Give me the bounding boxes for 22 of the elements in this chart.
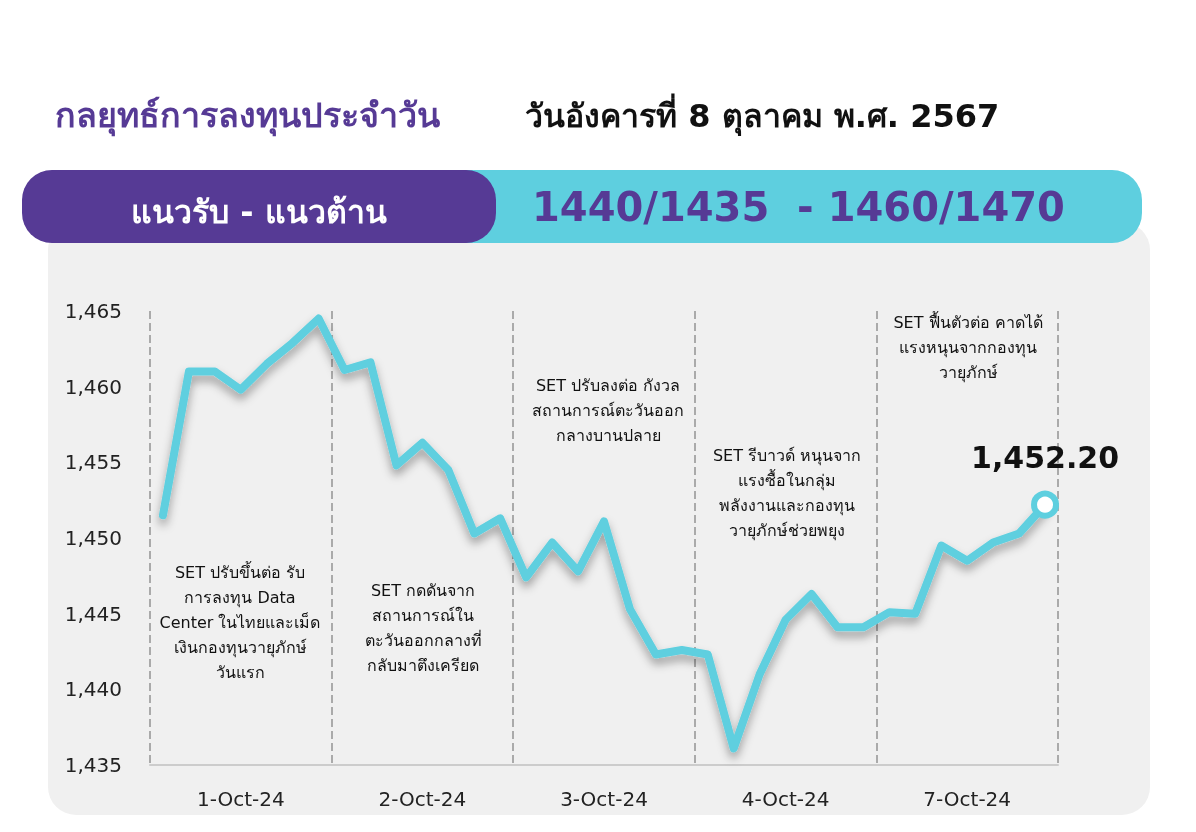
text: แนวรับ - แนวต้าน bbox=[130, 192, 388, 233]
x-tick-label: 7-Oct-24 bbox=[923, 787, 1012, 811]
x-tick-label: 2-Oct-24 bbox=[378, 787, 467, 811]
annotation: SET รีบาวด์ หนุนจาก แรงซื้อในกลุ่ม พลังงานและกองทุน วายุภักษ์ช่วยพยุง bbox=[712, 446, 862, 541]
x-tick-label: 4-Oct-24 bbox=[741, 787, 830, 811]
x-tick-label: 3-Oct-24 bbox=[560, 787, 648, 811]
text: 1440/1435 - 1460/1470 bbox=[532, 184, 1065, 230]
annotation: SET ฟื้นตัวต่อ คาดได้ แรงหนุนจากกองทุน วายุภักษ์ bbox=[893, 311, 1043, 383]
y-tick-label: 1,460 bbox=[64, 374, 122, 399]
data-label: 1,452.20 bbox=[971, 440, 1120, 476]
chart-subtitle: วันอังคารที่ 8 ตุลาคม พ.ศ. 2567 bbox=[525, 92, 1000, 138]
annotation: SET กดดันจาก สถานการณ์ใน ตะวันออกกลางที่ กลับมาตึงเครียด bbox=[364, 581, 482, 675]
chart-title: กลยุทธ์การลงทุนประจำวัน bbox=[55, 94, 440, 139]
annotation: SET ปรับลงต่อ กังวล สถานการณ์ตะวันออก กลางบานปลาย bbox=[532, 376, 684, 445]
y-tick-label: 1,435 bbox=[64, 753, 122, 777]
y-tick-label: 1,455 bbox=[64, 450, 122, 475]
annotation: SET ปรับขึ้นต่อ รับ การลงทุน Data Center ในไทยและเม็ด เงินกองทุนวายุภักษ์ วันแรก bbox=[159, 561, 321, 682]
y-tick-label: 1,440 bbox=[64, 677, 122, 702]
y-tick-label: 1,445 bbox=[64, 601, 122, 626]
y-tick-label: 1,465 bbox=[64, 299, 122, 323]
y-tick-label: 1,450 bbox=[64, 526, 122, 550]
x-tick-label: 1-Oct-24 bbox=[196, 787, 285, 811]
